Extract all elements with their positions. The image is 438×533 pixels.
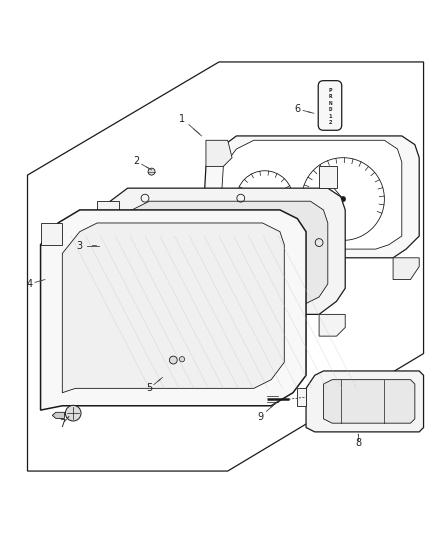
Polygon shape [319, 166, 336, 188]
Text: 8: 8 [355, 438, 361, 448]
Text: 1: 1 [179, 114, 185, 124]
Text: 6: 6 [294, 104, 300, 114]
Circle shape [148, 168, 155, 175]
Polygon shape [115, 314, 132, 336]
Polygon shape [201, 136, 419, 258]
Text: 4: 4 [27, 279, 33, 289]
Text: R: R [328, 94, 332, 99]
Polygon shape [219, 140, 402, 249]
Polygon shape [206, 140, 232, 166]
Polygon shape [306, 371, 424, 432]
Circle shape [340, 197, 346, 201]
Circle shape [65, 405, 81, 421]
Circle shape [180, 357, 185, 362]
Text: 9: 9 [257, 411, 263, 422]
Polygon shape [393, 258, 419, 279]
Text: D: D [328, 107, 332, 112]
Polygon shape [97, 201, 119, 223]
Polygon shape [28, 62, 424, 471]
Text: P: P [328, 88, 332, 93]
Polygon shape [323, 379, 415, 423]
Circle shape [170, 356, 177, 364]
Text: 2: 2 [328, 120, 332, 125]
Text: N: N [328, 101, 332, 106]
Polygon shape [297, 389, 306, 406]
Polygon shape [115, 201, 328, 305]
Polygon shape [93, 188, 345, 319]
Polygon shape [52, 413, 64, 418]
Polygon shape [319, 314, 345, 336]
Polygon shape [41, 210, 306, 410]
Polygon shape [62, 223, 284, 393]
Text: 2: 2 [133, 156, 139, 166]
Polygon shape [41, 223, 62, 245]
Text: 3: 3 [77, 240, 83, 251]
Text: 1: 1 [328, 114, 332, 119]
Text: 7: 7 [59, 419, 65, 429]
Circle shape [262, 197, 267, 201]
Text: 5: 5 [146, 383, 152, 393]
FancyBboxPatch shape [318, 80, 342, 130]
